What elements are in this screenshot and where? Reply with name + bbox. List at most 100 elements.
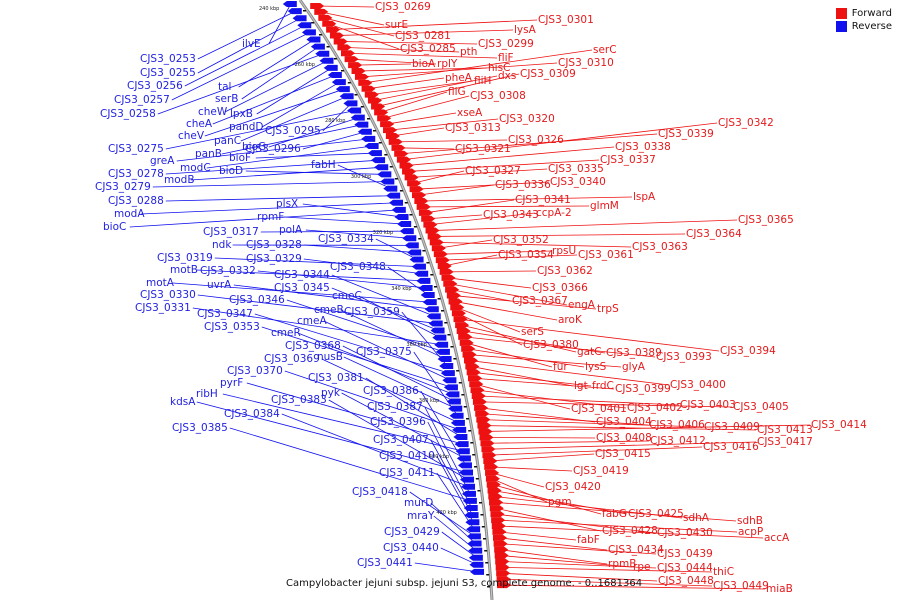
forward-gene-label[interactable]: CJS3_0403 <box>680 399 736 411</box>
forward-gene-label[interactable]: fur <box>553 361 568 373</box>
reverse-gene-label[interactable]: pyrF <box>220 377 243 389</box>
forward-gene-label[interactable]: dxs <box>498 70 516 82</box>
reverse-gene-label[interactable]: lpxB <box>230 108 253 120</box>
forward-gene-label[interactable]: CJS3_0309 <box>520 68 576 80</box>
reverse-gene-label[interactable]: motB <box>170 264 198 276</box>
reverse-gene-label[interactable]: panB <box>195 148 222 160</box>
forward-gene-label[interactable]: accA <box>764 532 790 544</box>
reverse-gene-label[interactable]: CJS3_0319 <box>157 252 213 264</box>
forward-gene-label[interactable]: fliG <box>448 86 466 98</box>
reverse-gene-label[interactable]: CJS3_0410 <box>379 450 435 462</box>
forward-gene-label[interactable]: CJS3_0365 <box>738 214 794 226</box>
forward-gene-label[interactable]: trpS <box>597 303 619 315</box>
reverse-gene-label[interactable]: modB <box>164 174 195 186</box>
forward-gene-label[interactable]: CJS3_0444 <box>657 562 713 574</box>
reverse-gene-label[interactable]: cmeC <box>332 290 362 302</box>
forward-gene-label[interactable]: acpP <box>738 526 763 538</box>
forward-gene-label[interactable]: CJS3_0281 <box>395 30 451 42</box>
reverse-gene-label[interactable]: bioG <box>242 141 266 153</box>
forward-gene-label[interactable]: CJS3_0393 <box>656 351 712 363</box>
reverse-gene-label[interactable]: kdsA <box>170 396 196 408</box>
forward-gene-label[interactable]: CJS3_0439 <box>657 548 713 560</box>
forward-gene-label[interactable]: lysS <box>585 361 607 373</box>
reverse-gene-label[interactable]: CJS3_0295 <box>265 125 321 137</box>
forward-gene-label[interactable]: CJS3_0301 <box>538 14 594 26</box>
forward-gene-label[interactable]: CJS3_0413 <box>757 424 813 436</box>
forward-gene-label[interactable]: CJS3_0415 <box>595 448 651 460</box>
forward-gene-label[interactable]: CJS3_0404 <box>596 416 652 428</box>
forward-gene-label[interactable]: rplY <box>437 58 458 70</box>
forward-gene-label[interactable]: frdC <box>592 380 614 392</box>
reverse-gene-label[interactable]: pyk <box>321 387 341 399</box>
reverse-gene-label[interactable]: tal <box>218 81 231 93</box>
forward-gene-label[interactable]: CJS3_0341 <box>515 194 571 206</box>
forward-gene-label[interactable]: CJS3_0380 <box>523 339 579 351</box>
reverse-gene-label[interactable]: CJS3_0255 <box>140 67 196 79</box>
forward-gene-label[interactable]: fliF <box>498 52 514 64</box>
forward-gene-label[interactable]: CJS3_0394 <box>720 345 776 357</box>
reverse-gene-label[interactable]: CJS3_0369 <box>264 353 320 365</box>
forward-gene-label[interactable]: CJS3_0354 <box>498 249 554 261</box>
forward-gene-label[interactable]: serS <box>521 326 544 338</box>
forward-gene-label[interactable]: CJS3_0409 <box>704 421 760 433</box>
forward-gene-label[interactable]: thiC <box>713 566 734 578</box>
forward-gene-label[interactable]: lspA <box>633 191 656 203</box>
forward-gene-label[interactable]: fliH <box>474 75 491 87</box>
forward-gene-label[interactable]: CJS3_0449 <box>713 580 769 592</box>
reverse-gene-label[interactable]: CJS3_0332 <box>200 265 256 277</box>
forward-gene-label[interactable]: miaB <box>766 583 793 595</box>
reverse-gene-label[interactable]: cmeR <box>271 327 301 339</box>
forward-gene-label[interactable]: CJS3_0408 <box>596 432 652 444</box>
forward-gene-label[interactable]: CJS3_0352 <box>493 234 549 246</box>
reverse-gene-label[interactable]: CJS3_0334 <box>318 233 374 245</box>
forward-gene-label[interactable]: CJS3_0366 <box>532 282 588 294</box>
reverse-gene-label[interactable]: plsX <box>276 198 298 210</box>
forward-gene-label[interactable]: CJS3_0414 <box>811 419 867 431</box>
forward-gene-label[interactable]: CJS3_0326 <box>508 134 564 146</box>
forward-gene-label[interactable]: CJS3_0405 <box>733 401 789 413</box>
reverse-gene-label[interactable]: bioF <box>229 152 251 164</box>
forward-gene-label[interactable]: bioA <box>412 58 436 70</box>
reverse-gene-label[interactable]: CJS3_0384 <box>224 408 280 420</box>
reverse-gene-label[interactable]: CJS3_0441 <box>357 557 413 569</box>
reverse-gene-label[interactable]: ndk <box>212 239 232 251</box>
forward-gene-label[interactable]: fabG <box>602 508 627 520</box>
forward-gene-label[interactable]: xseA <box>457 107 483 119</box>
reverse-gene-label[interactable]: modA <box>114 208 145 220</box>
forward-gene-label[interactable]: CJS3_0389 <box>606 347 662 359</box>
forward-gene-label[interactable]: aroK <box>558 314 583 326</box>
forward-gene-label[interactable]: sdhB <box>737 515 763 527</box>
forward-gene-label[interactable]: CJS3_0342 <box>718 117 774 129</box>
forward-gene-label[interactable]: rpe <box>633 561 650 573</box>
reverse-gene-label[interactable]: CJS3_0396 <box>370 416 426 428</box>
reverse-gene-label[interactable]: polA <box>279 224 303 236</box>
forward-gene-label[interactable]: CJS3_0399 <box>615 383 671 395</box>
forward-gene-label[interactable]: CJS3_0361 <box>578 249 634 261</box>
reverse-gene-label[interactable]: CJS3_0353 <box>204 321 260 333</box>
reverse-gene-label[interactable]: cheW <box>198 106 228 118</box>
reverse-gene-label[interactable]: CJS3_0328 <box>246 239 302 251</box>
reverse-gene-label[interactable]: CJS3_0411 <box>379 467 435 479</box>
forward-gene-label[interactable]: serC <box>593 44 617 56</box>
reverse-gene-label[interactable]: greA <box>150 155 175 167</box>
reverse-gene-label[interactable]: CJS3_0331 <box>135 302 191 314</box>
forward-gene-label[interactable]: CJS3_0434 <box>608 544 664 556</box>
forward-gene-label[interactable]: rpsU <box>552 245 576 257</box>
reverse-gene-label[interactable]: modC <box>180 162 211 174</box>
forward-gene-label[interactable]: CJS3_0269 <box>375 1 431 13</box>
reverse-gene-label[interactable]: CJS3_0345 <box>274 282 330 294</box>
reverse-gene-label[interactable]: CJS3_0386 <box>363 385 419 397</box>
forward-gene-label[interactable]: CJS3_0419 <box>573 465 629 477</box>
reverse-gene-label[interactable]: CJS3_0258 <box>100 108 156 120</box>
forward-gene-label[interactable]: CJS3_0338 <box>615 141 671 153</box>
reverse-gene-label[interactable]: fabH <box>311 159 336 171</box>
forward-gene-label[interactable]: CJS3_0313 <box>445 122 501 134</box>
forward-gene-label[interactable]: engA <box>568 299 596 311</box>
reverse-gene-label[interactable]: uvrA <box>207 279 232 291</box>
forward-gene-label[interactable]: CJS3_0402 <box>627 402 683 414</box>
reverse-gene-label[interactable]: CJS3_0256 <box>127 80 183 92</box>
forward-gene-label[interactable]: lysA <box>514 24 537 36</box>
reverse-gene-label[interactable]: serB <box>215 93 238 105</box>
reverse-gene-label[interactable]: CJS3_0407 <box>373 434 429 446</box>
forward-gene-label[interactable]: CJS3_0430 <box>657 527 713 539</box>
